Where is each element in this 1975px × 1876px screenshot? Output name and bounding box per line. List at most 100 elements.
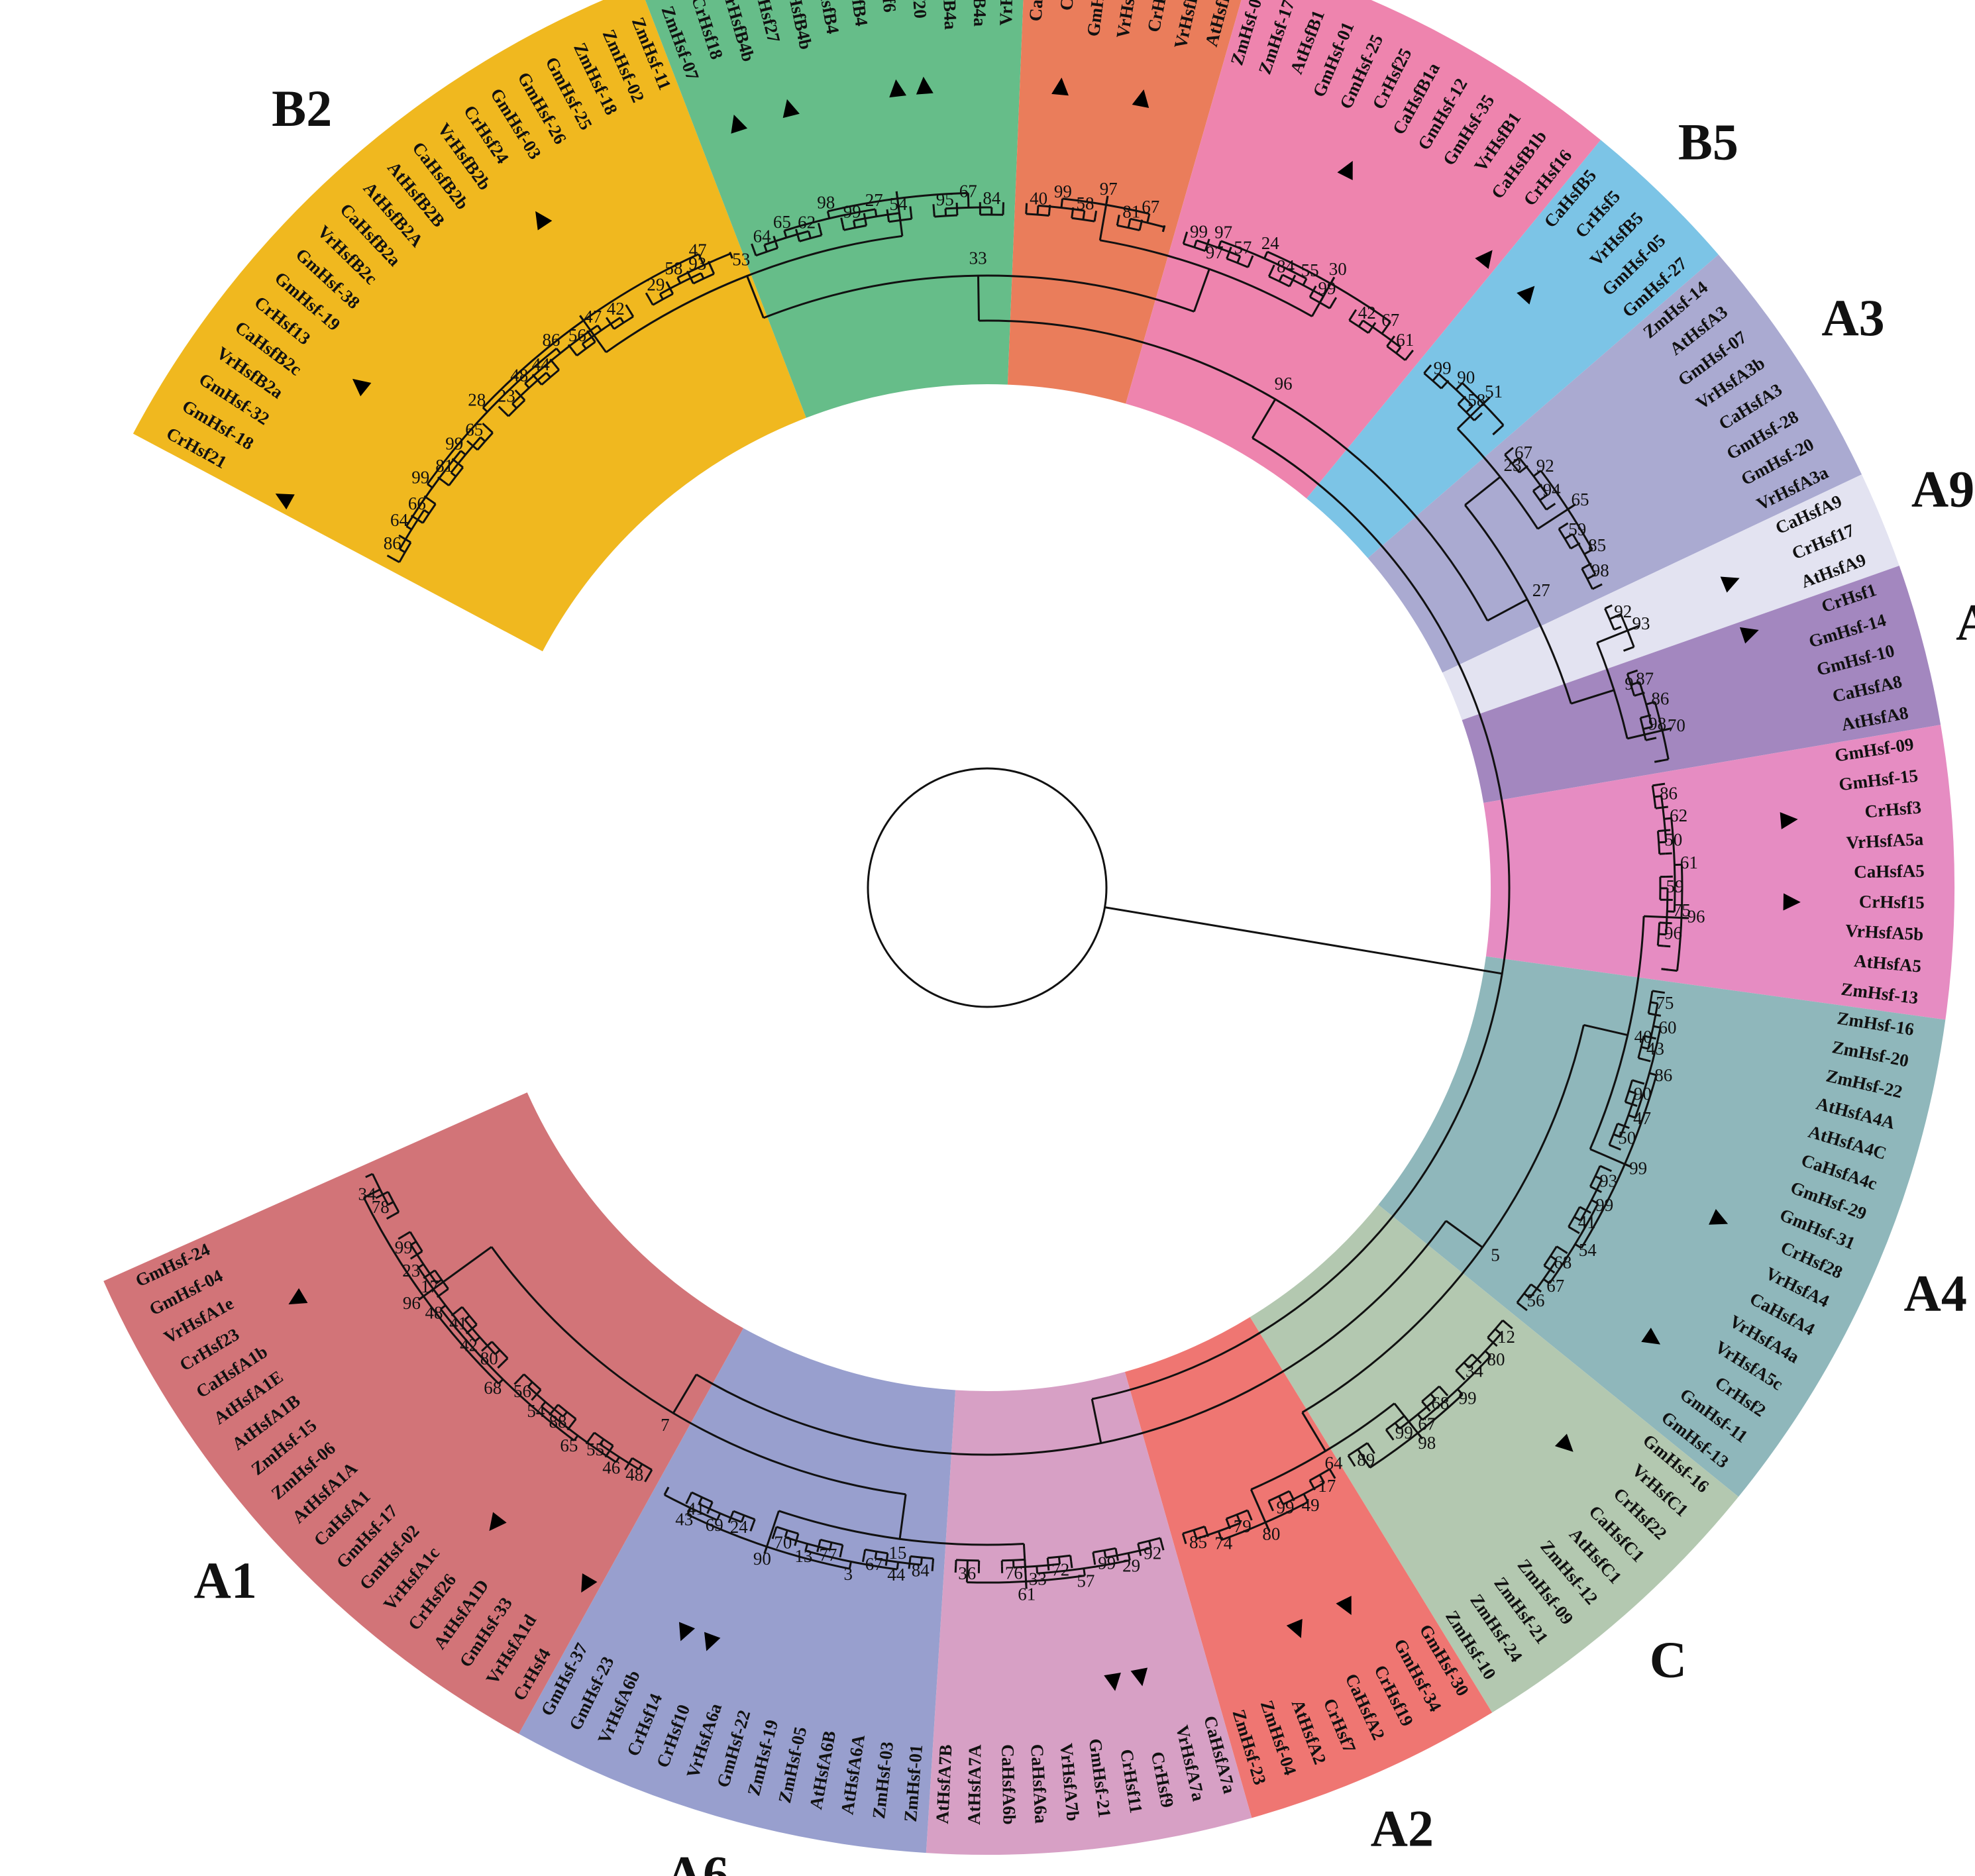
- branch: [615, 1456, 620, 1463]
- branch: [1623, 646, 1634, 652]
- branch: [1445, 1220, 1483, 1249]
- leaf-label: CrHsf3: [1864, 797, 1922, 821]
- branch: [486, 427, 494, 434]
- bootstrap-value: 81: [1122, 202, 1140, 222]
- branch: [1037, 1559, 1130, 1575]
- branch: [619, 317, 625, 323]
- branch: [1183, 242, 1206, 252]
- branch: [1282, 1482, 1325, 1506]
- branch: [1422, 1355, 1491, 1421]
- branch: [398, 534, 405, 540]
- bootstrap-value: 27: [1532, 580, 1550, 600]
- branch: [1082, 210, 1086, 220]
- branch: [700, 272, 705, 280]
- triangle-marker-icon: [288, 1288, 308, 1305]
- bootstrap-value: 40: [1030, 188, 1047, 208]
- branch: [1426, 364, 1432, 371]
- branch: [423, 509, 430, 515]
- branch: [1570, 689, 1615, 705]
- branch: [494, 1349, 501, 1355]
- triangle-marker-icon: [1475, 250, 1493, 269]
- branch: [1658, 990, 1666, 994]
- branch: [1438, 373, 1473, 407]
- bootstrap-value: 61: [1396, 330, 1414, 350]
- bootstrap-value: 23: [1504, 455, 1522, 475]
- bootstrap-value: 98: [1418, 1433, 1436, 1453]
- bootstrap-value: 67: [1418, 1414, 1436, 1433]
- branch: [375, 1194, 382, 1200]
- triangle-marker-icon: [704, 1632, 721, 1651]
- branch: [1519, 469, 1524, 474]
- bootstrap-value: 99: [395, 1237, 413, 1257]
- branch: [1457, 1388, 1464, 1396]
- branch: [1573, 1229, 1580, 1234]
- leaf-label: CaHsfB3: [1026, 0, 1049, 22]
- branch: [624, 1463, 629, 1471]
- branch: [1627, 727, 1672, 740]
- branch: [909, 206, 912, 213]
- branch: [1583, 548, 1593, 555]
- bootstrap-value: 53: [732, 249, 750, 269]
- bootstrap-value: 41: [687, 1499, 705, 1519]
- bootstrap-value: 24: [730, 1517, 749, 1537]
- branch: [931, 1564, 934, 1571]
- triangle-marker-icon: [1517, 286, 1535, 305]
- branch: [555, 348, 561, 354]
- branch: [1561, 1249, 1568, 1255]
- bootstrap-value: 75: [1673, 900, 1691, 920]
- triangle-marker-icon: [581, 1573, 598, 1593]
- branch: [1599, 1165, 1606, 1170]
- branch: [1182, 1525, 1205, 1535]
- bootstrap-value: 99: [1434, 358, 1452, 378]
- branch: [1386, 340, 1392, 347]
- bootstrap-value: 67: [1142, 197, 1159, 217]
- branch: [1605, 604, 1613, 609]
- branch: [647, 1469, 653, 1477]
- leaf-label: CaHsfA6a: [1027, 1744, 1051, 1824]
- branch: [1628, 1114, 1636, 1119]
- branch: [1664, 945, 1671, 948]
- branch: [573, 1435, 579, 1441]
- branch: [1664, 817, 1672, 820]
- branch: [409, 1254, 417, 1260]
- root-circle: [867, 767, 1108, 1008]
- branch: [1278, 1495, 1284, 1505]
- bootstrap-value: 80: [1487, 1349, 1505, 1369]
- branch: [1487, 1337, 1493, 1343]
- bootstrap-value: 42: [1358, 303, 1376, 323]
- bootstrap-value: 98: [1591, 560, 1609, 580]
- branch: [562, 1411, 568, 1418]
- branch: [1308, 291, 1314, 298]
- branch: [386, 1214, 394, 1220]
- branch: [753, 249, 757, 256]
- branch: [1648, 1012, 1655, 1016]
- branch: [498, 405, 504, 412]
- bootstrap-value: 90: [1457, 367, 1475, 387]
- bootstrap-value: 24: [1261, 233, 1280, 253]
- branch: [541, 1406, 617, 1463]
- branch: [1654, 758, 1669, 763]
- bootstrap-value: 64: [753, 226, 772, 246]
- bootstrap-value: 28: [468, 390, 486, 410]
- branch: [1408, 349, 1414, 356]
- bootstrap-value: 90: [1634, 1084, 1652, 1104]
- bootstrap-value: 42: [460, 1335, 478, 1355]
- bootstrap-value: 65: [560, 1435, 578, 1455]
- triangle-marker-icon: [1641, 1328, 1661, 1345]
- branch: [1182, 238, 1187, 244]
- branch: [1137, 1543, 1141, 1550]
- triangle-marker-icon: [352, 378, 372, 397]
- bootstrap-value: 80: [1262, 1524, 1280, 1544]
- bootstrap-value: 81: [435, 456, 453, 476]
- branch: [1583, 1023, 1628, 1037]
- branch: [776, 1526, 799, 1535]
- branch: [1476, 412, 1483, 419]
- branch: [1127, 218, 1132, 229]
- branch: [1138, 226, 1142, 231]
- branch: [1523, 1292, 1531, 1299]
- bootstrap-value: 50: [1664, 830, 1682, 850]
- branch: [805, 1549, 898, 1571]
- branch: [1367, 327, 1373, 334]
- triangle-marker-icon: [1739, 627, 1759, 644]
- bootstrap-value: 86: [1660, 783, 1678, 803]
